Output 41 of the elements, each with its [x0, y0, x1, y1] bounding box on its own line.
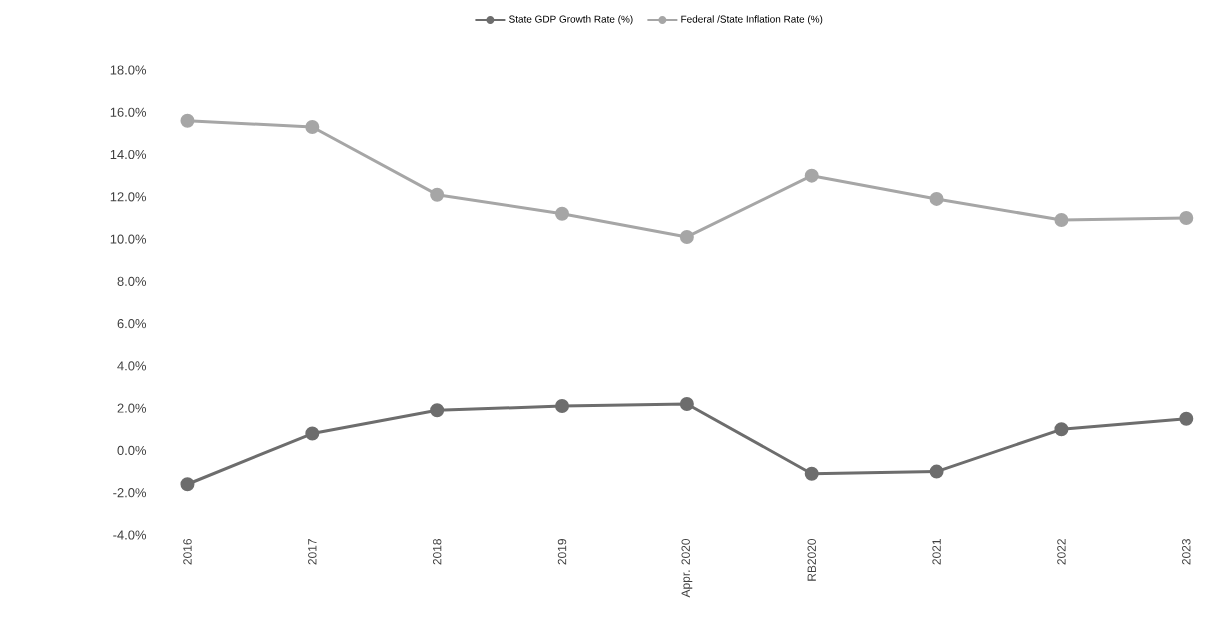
y-tick-label: 16.0% — [110, 107, 147, 117]
point — [679, 396, 694, 411]
point — [430, 403, 445, 418]
point — [1179, 411, 1194, 426]
point — [1054, 422, 1069, 437]
x-tick-label: 2022 — [1057, 539, 1066, 565]
point — [180, 113, 195, 128]
point — [1179, 210, 1194, 225]
x-tick-label: 2018 — [432, 539, 442, 565]
point — [929, 191, 944, 206]
legend-label: Federal /State Inflation Rate (%) — [681, 15, 823, 25]
y-tick-label: 8.0% — [117, 276, 147, 286]
point — [1054, 213, 1069, 228]
point — [305, 120, 320, 135]
y-tick-label: 0.0% — [117, 445, 147, 456]
y-tick-label: 14.0% — [110, 149, 147, 160]
y-tick-label: -2.0% — [113, 488, 147, 498]
x-tick-label: Appr. 2020 — [681, 538, 693, 598]
point — [305, 426, 320, 441]
point — [804, 168, 819, 183]
x-tick-label: 2016 — [183, 539, 192, 565]
point — [929, 464, 944, 479]
y-tick-label: 18.0% — [110, 65, 147, 75]
x-tick-label: RB2020 — [807, 538, 816, 581]
x-tick-label: 2021 — [932, 539, 941, 565]
point — [804, 466, 819, 481]
y-tick-label: 4.0% — [117, 361, 147, 371]
point — [555, 206, 570, 221]
y-tick-label: 12.0% — [110, 192, 147, 202]
y-tick-label: 2.0% — [117, 403, 147, 413]
y-tick-label: 6.0% — [117, 319, 147, 329]
x-tick-label: 2017 — [308, 539, 317, 565]
x-tick-label: 2023 — [1182, 539, 1191, 565]
point — [430, 187, 445, 202]
y-tick-label: -4.0% — [113, 530, 147, 540]
point — [679, 229, 694, 244]
point — [180, 477, 195, 492]
legend-label: State GDP Growth Rate (%) — [509, 15, 633, 25]
y-tick-label: 10.0% — [110, 234, 147, 244]
point — [555, 399, 570, 414]
x-tick-label: 2019 — [557, 539, 567, 565]
